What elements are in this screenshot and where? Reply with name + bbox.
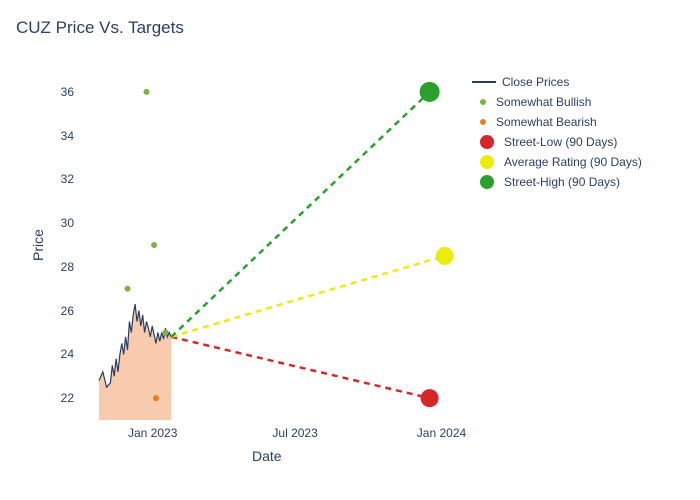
x-axis-label: Date [252,448,282,464]
y-tick-label: 36 [48,85,74,99]
plot-area [80,70,460,420]
y-tick-label: 30 [48,216,74,230]
legend-swatch-dot [480,135,494,149]
x-tick-label: Jul 2023 [272,426,317,440]
legend-label: Street-High (90 Days) [504,175,620,189]
y-tick-label: 24 [48,347,74,361]
legend-item-street_high[interactable]: Street-High (90 Days) [472,172,642,192]
legend-item-somewhat_bullish[interactable]: Somewhat Bullish [472,92,642,112]
legend: Close Prices Somewhat Bullish Somewhat Bea… [472,72,642,192]
x-tick-label: Jan 2024 [417,426,466,440]
legend-swatch-dot [480,155,494,169]
legend-swatch-line [472,81,496,83]
y-tick-label: 26 [48,304,74,318]
legend-label: Somewhat Bearish [496,115,597,129]
legend-swatch-dot [480,99,486,105]
x-tick-label: Jan 2023 [128,426,177,440]
y-tick-label: 32 [48,172,74,186]
legend-swatch-dot [480,119,486,125]
legend-label: Average Rating (90 Days) [504,155,642,169]
plot-svg [80,70,460,420]
legend-swatch-dot [480,175,494,189]
y-axis-label: Price [30,229,46,261]
y-tick-label: 22 [48,391,74,405]
legend-item-average_rating[interactable]: Average Rating (90 Days) [472,152,642,172]
legend-label: Street-Low (90 Days) [504,135,617,149]
legend-label: Somewhat Bullish [496,95,591,109]
y-tick-label: 28 [48,260,74,274]
legend-label: Close Prices [502,75,569,89]
legend-item-somewhat_bearish[interactable]: Somewhat Bearish [472,112,642,132]
y-tick-label: 34 [48,129,74,143]
chart-container: CUZ Price Vs. Targets Date Price Close P… [0,0,700,500]
chart-title: CUZ Price Vs. Targets [16,18,184,38]
legend-item-street_low[interactable]: Street-Low (90 Days) [472,132,642,152]
legend-item-close_prices[interactable]: Close Prices [472,72,642,92]
